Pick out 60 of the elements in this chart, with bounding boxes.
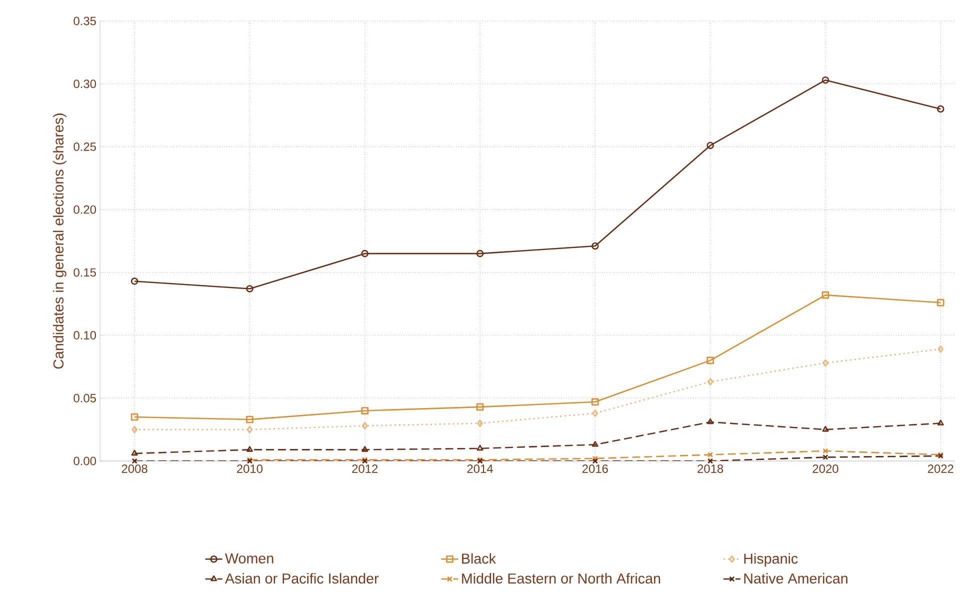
- point: [708, 458, 714, 464]
- legend-label: Hispanic: [744, 553, 798, 567]
- point: [592, 242, 599, 250]
- point: [131, 450, 138, 456]
- legend-label: Women: [225, 553, 274, 564]
- point: [246, 426, 253, 434]
- point: [936, 298, 944, 306]
- point: [476, 250, 484, 258]
- point: [361, 250, 368, 258]
- x-tick-label: 2022: [928, 464, 954, 473]
- point: [822, 454, 828, 460]
- x-tick-label: 2018: [698, 464, 724, 473]
- point: [592, 441, 598, 447]
- x-tick-label: 2012: [352, 464, 378, 473]
- y-axis-title: Candidates in general elections (shares): [53, 114, 66, 369]
- x-tick-label: 2008: [122, 464, 148, 473]
- y-tick-label: 0.35: [74, 16, 96, 26]
- point: [592, 398, 599, 406]
- point: [707, 378, 714, 386]
- point: [132, 426, 138, 434]
- y-tick-label: 0.25: [74, 142, 96, 151]
- y-tick-label: 0.10: [74, 331, 96, 340]
- point: [476, 403, 484, 411]
- point: [822, 291, 830, 299]
- point: [362, 422, 368, 430]
- point: [706, 142, 714, 150]
- y-tick-label: 0.00: [74, 456, 96, 466]
- y-tick-label: 0.30: [74, 80, 96, 88]
- point: [822, 359, 828, 367]
- point: [937, 420, 944, 426]
- x-tick-label: 2020: [812, 464, 838, 473]
- y-tick-label: 0.20: [74, 205, 96, 214]
- x-tick-label: 2010: [236, 464, 263, 473]
- point: [476, 444, 484, 451]
- point: [132, 458, 138, 464]
- x-tick-label: 2014: [467, 464, 493, 473]
- point: [592, 458, 598, 464]
- legend-label: Asian or Pacific Islander: [224, 573, 379, 584]
- legend-label: Middle Eastern or North African: [462, 573, 660, 584]
- point: [246, 446, 253, 452]
- point: [477, 420, 483, 427]
- x-tick-label: 2016: [582, 464, 608, 473]
- point: [246, 285, 254, 292]
- point: [246, 416, 254, 424]
- point: [361, 407, 368, 414]
- point: [130, 413, 138, 421]
- point: [707, 418, 714, 424]
- point: [822, 76, 830, 84]
- y-tick-label: 0.15: [74, 268, 96, 277]
- legend-label: Black: [462, 553, 496, 564]
- point: [708, 452, 714, 458]
- point: [822, 448, 828, 454]
- point: [592, 410, 598, 417]
- point: [938, 345, 944, 353]
- y-tick-label: 0.05: [74, 394, 96, 402]
- legend-label: Native American: [744, 573, 848, 584]
- point: [362, 446, 368, 452]
- point: [706, 356, 714, 364]
- point: [822, 426, 829, 432]
- point: [592, 456, 598, 462]
